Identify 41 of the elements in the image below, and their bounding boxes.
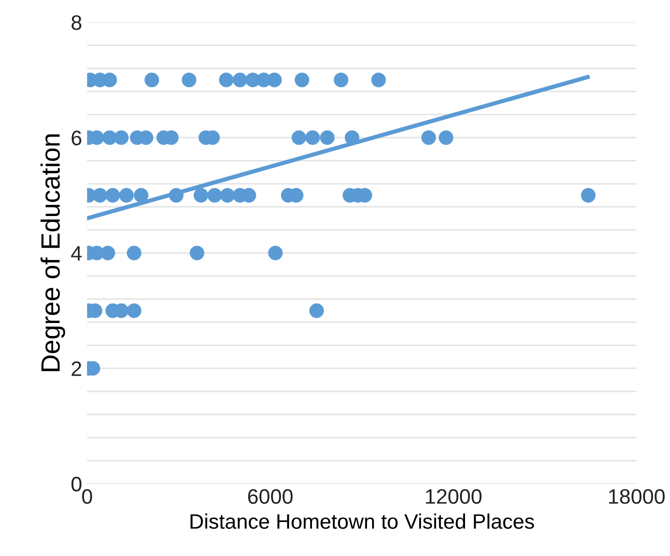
point <box>102 130 117 145</box>
point <box>119 188 134 203</box>
point <box>305 130 320 145</box>
point <box>100 246 116 260</box>
point <box>92 188 108 203</box>
point <box>190 246 204 260</box>
x-tick-label: 0 <box>82 489 92 504</box>
x-tick-label: 12000 <box>426 489 482 504</box>
point <box>580 188 596 203</box>
x-tick-label: 6000 <box>248 489 293 504</box>
y-axis-title: Degree of Education <box>40 134 66 372</box>
point <box>194 188 208 203</box>
point <box>438 130 454 145</box>
point <box>219 72 234 88</box>
point <box>421 130 436 145</box>
point <box>126 246 142 260</box>
y-tick-label: 8 <box>72 15 82 30</box>
point <box>292 130 306 145</box>
point <box>144 72 160 88</box>
x-axis-title: Distance Hometown to Visited Places <box>190 514 534 529</box>
point <box>320 130 335 145</box>
point <box>114 130 129 145</box>
point <box>207 188 222 203</box>
point <box>267 72 282 88</box>
point <box>371 72 386 88</box>
point <box>232 72 248 88</box>
point <box>105 188 120 203</box>
y-tick-label: 6 <box>72 130 82 146</box>
point <box>182 72 196 88</box>
y-tick-label: 2 <box>72 361 82 376</box>
point <box>134 188 148 203</box>
y-tick-label: 4 <box>71 246 82 261</box>
point <box>126 303 142 318</box>
y-tick-label: 0 <box>71 476 82 492</box>
point <box>309 303 324 318</box>
point <box>294 72 310 88</box>
point <box>220 188 235 203</box>
x-tick-label: 18000 <box>609 489 665 504</box>
point <box>334 72 348 88</box>
point <box>87 361 100 376</box>
point <box>268 246 283 260</box>
